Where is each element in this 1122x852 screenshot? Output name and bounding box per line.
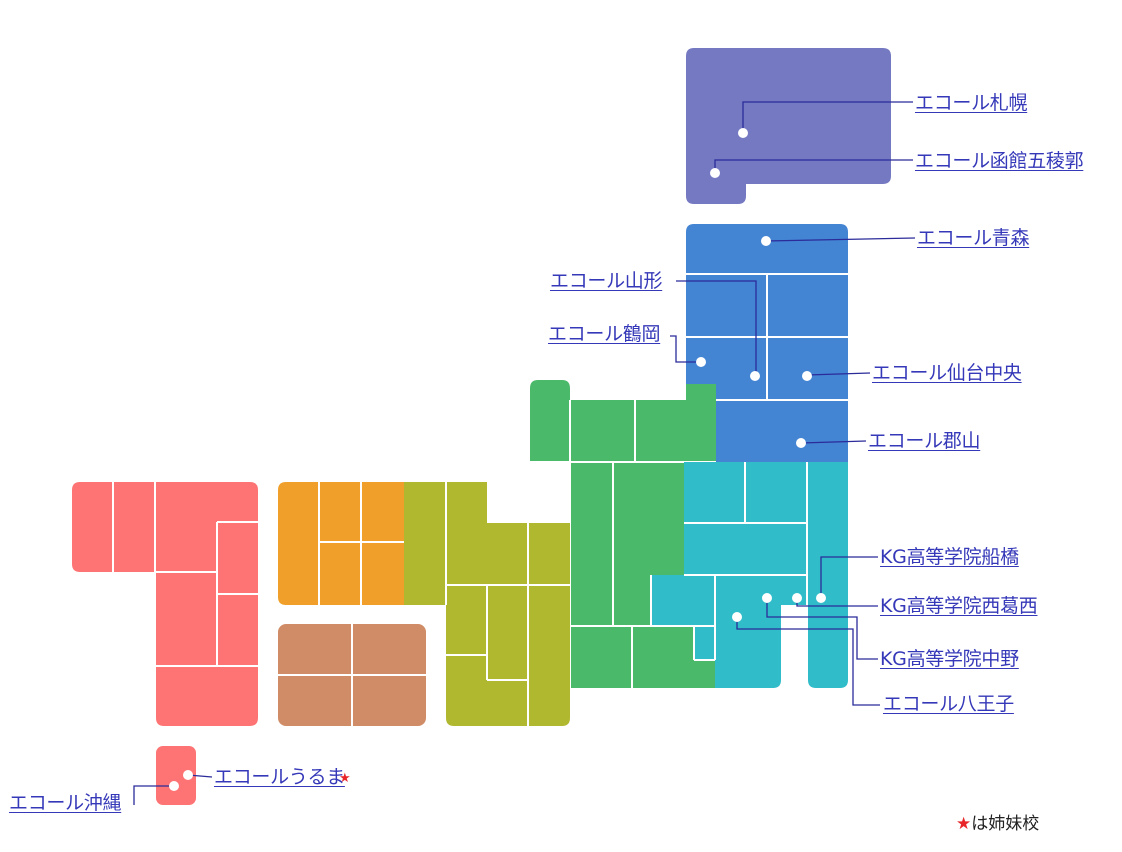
dot-uruma[interactable] (183, 770, 193, 780)
dot-hakodate[interactable] (710, 168, 720, 178)
link-funabashi[interactable]: KG高等学院船橋 (880, 546, 1019, 568)
prefecture-hokkaido[interactable] (686, 48, 891, 204)
link-tsuruoka[interactable]: エコール鶴岡 (548, 323, 661, 345)
chugoku-base (278, 482, 404, 605)
dot-koriyama[interactable] (796, 438, 806, 448)
kyushu-borders (112, 482, 258, 667)
dot-okinawa[interactable] (169, 781, 179, 791)
dot-hachioji[interactable] (732, 612, 742, 622)
link-hakodate[interactable]: エコール函館五稜郭 (915, 150, 1084, 172)
link-uruma[interactable]: エコールうるま (214, 766, 345, 788)
link-nakano[interactable]: KG高等学院中野 (880, 648, 1019, 670)
dot-tsuruoka[interactable] (696, 357, 706, 367)
link-sapporo[interactable]: エコール札幌 (915, 92, 1028, 114)
dot-sapporo[interactable] (738, 128, 748, 138)
region-hokkaido (686, 48, 891, 204)
region-shikoku (278, 624, 426, 726)
dot-nakano[interactable] (762, 593, 772, 603)
chugoku-borders (318, 482, 404, 605)
link-sendai[interactable]: エコール仙台中央 (872, 362, 1022, 384)
legend-text: は姉妹校 (971, 814, 1040, 834)
link-hachioji[interactable]: エコール八王子 (883, 693, 1014, 715)
dot-yamagata[interactable] (750, 371, 760, 381)
legend-star-icon: ★ (956, 814, 972, 834)
kyushu-base (72, 482, 258, 726)
dot-sendai[interactable] (802, 371, 812, 381)
school-dots (169, 128, 826, 791)
prefecture-okinawa[interactable] (156, 746, 196, 805)
tohoku-borders (686, 273, 848, 401)
kanto-yamanashi (651, 575, 715, 626)
link-yamagata[interactable]: エコール山形 (550, 270, 663, 292)
dot-nishikasai[interactable] (792, 593, 802, 603)
region-kanto (650, 462, 848, 688)
link-aomori[interactable]: エコール青森 (917, 227, 1030, 249)
region-tohoku (686, 224, 848, 462)
shikoku-borders (278, 624, 426, 726)
dot-aomori[interactable] (761, 236, 771, 246)
region-chugoku (278, 482, 404, 605)
link-nishikasai[interactable]: KG高等学院西葛西 (880, 595, 1038, 617)
region-kyushu (72, 482, 258, 805)
legend: ★は姉妹校 (956, 814, 1039, 834)
dot-funabashi[interactable] (816, 593, 826, 603)
link-koriyama[interactable]: エコール郡山 (868, 430, 981, 452)
kinki-borders (445, 482, 570, 726)
region-kinki (404, 482, 570, 726)
sister-school-star-icon: ★ (339, 771, 351, 786)
link-okinawa[interactable]: エコール沖縄 (9, 792, 122, 814)
kanto-borders (650, 462, 808, 688)
